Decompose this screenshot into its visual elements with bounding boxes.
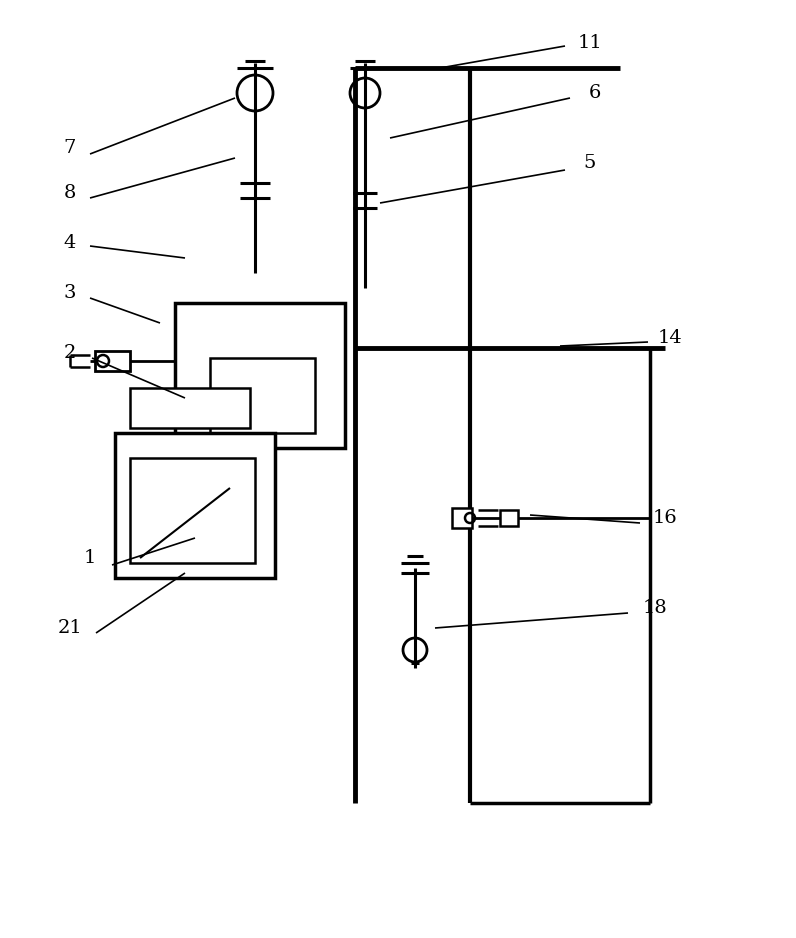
Text: 5: 5 xyxy=(583,154,596,172)
Text: 11: 11 xyxy=(578,34,603,52)
Bar xyxy=(130,458,255,563)
Text: 2: 2 xyxy=(64,344,76,362)
Text: 6: 6 xyxy=(589,84,601,102)
Text: 4: 4 xyxy=(64,234,76,252)
Text: 18: 18 xyxy=(642,599,667,617)
Text: 1: 1 xyxy=(84,549,96,567)
Text: 3: 3 xyxy=(64,284,76,302)
Bar xyxy=(210,358,315,433)
Text: 16: 16 xyxy=(653,509,677,527)
Bar xyxy=(500,510,518,526)
Bar xyxy=(115,433,275,578)
Text: 8: 8 xyxy=(64,184,76,202)
Bar xyxy=(130,388,250,428)
Bar xyxy=(95,351,130,371)
Text: 21: 21 xyxy=(57,619,82,637)
Text: 7: 7 xyxy=(64,139,76,157)
Bar xyxy=(452,508,472,528)
Text: 14: 14 xyxy=(657,329,682,347)
Bar xyxy=(175,303,345,448)
